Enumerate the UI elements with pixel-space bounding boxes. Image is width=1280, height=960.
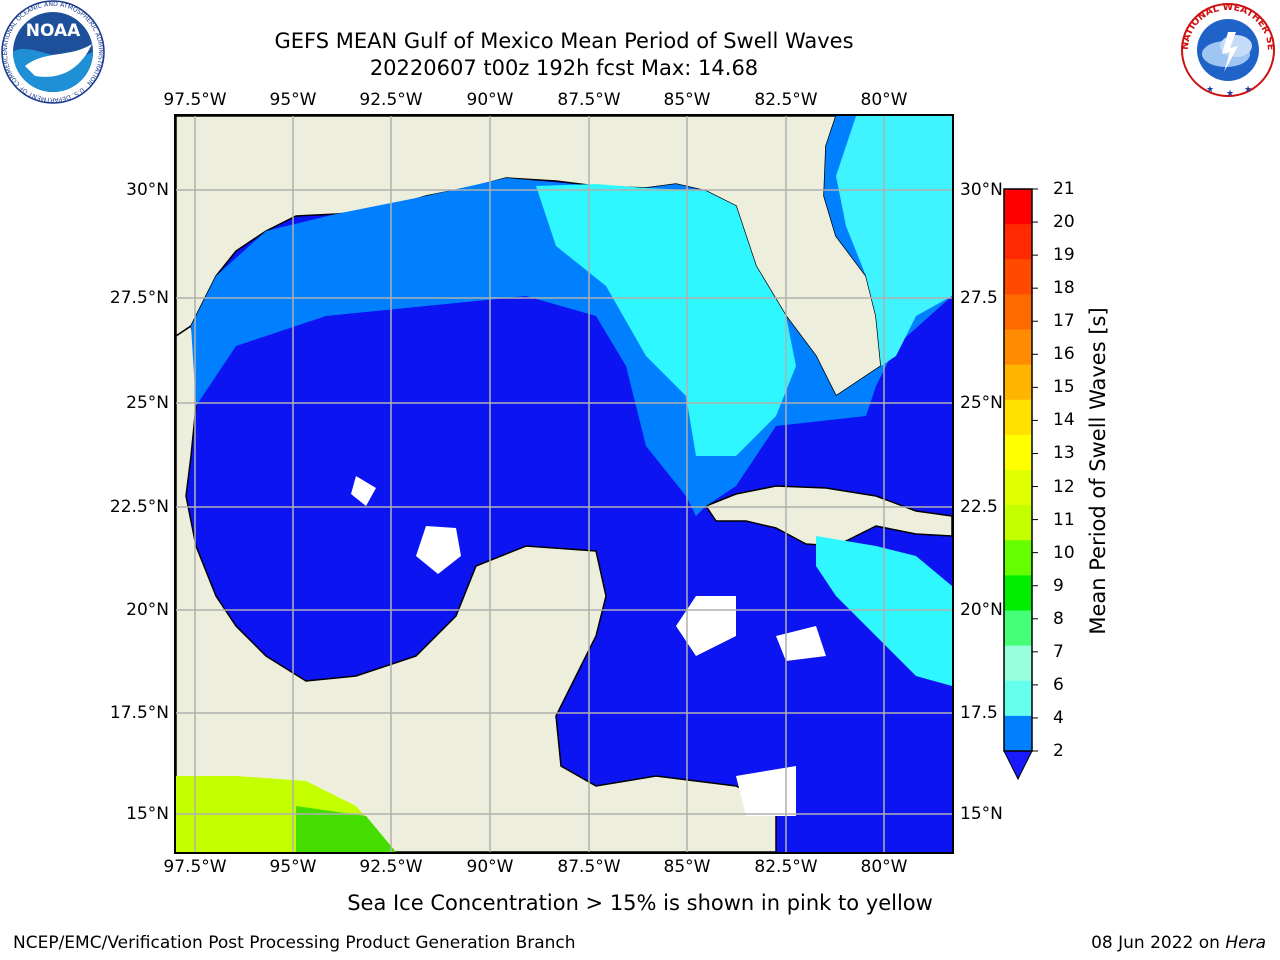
right-lat-label: 20°N bbox=[960, 600, 1003, 620]
bottom-lon-label: 82.5°W bbox=[754, 857, 818, 877]
svg-text:NOAA: NOAA bbox=[26, 21, 81, 41]
top-lon-label: 95°W bbox=[269, 90, 317, 110]
graticule bbox=[176, 116, 952, 852]
colorbar-tick-label: 7 bbox=[1053, 641, 1064, 662]
land-cuba bbox=[704, 485, 952, 547]
colorbar-segment bbox=[1004, 399, 1032, 436]
colorbar-title: Mean Period of Swell Waves [s] bbox=[1086, 307, 1110, 635]
top-lon-label: 85°W bbox=[663, 90, 711, 110]
top-lon-label: 97.5°W bbox=[163, 90, 227, 110]
plot-title: GEFS MEAN Gulf of Mexico Mean Period of … bbox=[274, 29, 854, 53]
plot-subtitle: 20220607 t00z 192h fcst Max: 14.68 bbox=[369, 56, 759, 80]
right-lat-label: 25°N bbox=[960, 393, 1003, 413]
colorbar-segment bbox=[1004, 680, 1032, 717]
colorbar-tick-label: 10 bbox=[1053, 542, 1075, 563]
colorbar-segment bbox=[1004, 610, 1032, 647]
bottom-lon-label: 95°W bbox=[269, 857, 317, 877]
bottom-lon-label: 92.5°W bbox=[359, 857, 423, 877]
colorbar-tick-label: 6 bbox=[1053, 674, 1064, 695]
colorbar-tick-label: 17 bbox=[1053, 311, 1075, 332]
footer-date-text: 08 Jun 2022 on bbox=[1091, 933, 1226, 953]
footer-date: 08 Jun 2022 on Hera bbox=[1091, 933, 1266, 953]
colorbar-segment bbox=[1004, 329, 1032, 366]
colorbar-extend-arrow bbox=[1003, 750, 1033, 781]
left-lat-label: 22.5°N bbox=[109, 497, 169, 517]
bottom-lon-label: 90°W bbox=[466, 857, 514, 877]
left-lat-label: 30°N bbox=[126, 180, 169, 200]
left-lat-label: 27.5°N bbox=[109, 288, 169, 308]
colorbar-tick-label: 13 bbox=[1053, 443, 1075, 464]
bottom-lon-label: 85°W bbox=[663, 857, 711, 877]
top-lon-label: 92.5°W bbox=[359, 90, 423, 110]
svg-text:★: ★ bbox=[1206, 85, 1214, 95]
colorbar-tick-label: 11 bbox=[1053, 509, 1075, 530]
right-lat-label: 27.5 bbox=[960, 288, 998, 308]
bottom-lon-label: 80°W bbox=[860, 857, 908, 877]
top-lon-label: 90°W bbox=[466, 90, 514, 110]
swell-field-cyan-east bbox=[836, 116, 952, 366]
colorbar-tick-label: 21 bbox=[1053, 179, 1075, 199]
footer-credit: NCEP/EMC/Verification Post Processing Pr… bbox=[13, 933, 576, 953]
missing-data-patch bbox=[416, 526, 461, 574]
bottom-lon-label: 97.5°W bbox=[163, 857, 227, 877]
nws-logo: NATIONAL WEATHER SERVICE ★ ★ ★ bbox=[1178, 2, 1276, 98]
sea-ice-note: Sea Ice Concentration > 15% is shown in … bbox=[347, 891, 933, 915]
colorbar-segment bbox=[1004, 470, 1032, 506]
missing-data-patch bbox=[736, 766, 796, 816]
colorbar-segment bbox=[1004, 189, 1032, 225]
ice-green-dark bbox=[296, 806, 396, 852]
left-lat-label: 20°N bbox=[126, 600, 169, 620]
right-lat-label: 17.5 bbox=[960, 703, 998, 723]
colorbar-segment bbox=[1004, 364, 1032, 401]
bottom-lon-label: 87.5°W bbox=[557, 857, 621, 877]
colorbar-tick-label: 12 bbox=[1053, 476, 1075, 497]
left-lat-label: 15°N bbox=[126, 804, 169, 824]
colorbar-segment bbox=[1004, 434, 1032, 471]
colorbar-tick-label: 4 bbox=[1053, 707, 1064, 728]
right-lat-label: 30°N bbox=[960, 180, 1003, 200]
colorbar-segment bbox=[1004, 259, 1032, 295]
colorbar-segment bbox=[1004, 505, 1032, 541]
colorbar-tick-label: 20 bbox=[1053, 212, 1075, 233]
footer-machine: Hera bbox=[1225, 933, 1266, 953]
top-lon-label: 87.5°W bbox=[557, 90, 621, 110]
colorbar bbox=[1003, 188, 1038, 781]
swell-field-cyan bbox=[536, 184, 796, 456]
colorbar-segment bbox=[1004, 715, 1032, 752]
land-mexico bbox=[176, 324, 777, 852]
colorbar-segment bbox=[1004, 645, 1032, 682]
colorbar-segment bbox=[1004, 575, 1032, 611]
colorbar-tick-label: 19 bbox=[1053, 245, 1075, 266]
colorbar-segment bbox=[1004, 540, 1032, 576]
colorbar-tick-label: 8 bbox=[1053, 608, 1064, 629]
colorbar-tick-label: 2 bbox=[1053, 741, 1064, 761]
colorbar-tick-label: 15 bbox=[1053, 377, 1075, 398]
noaa-logo: NATIONAL OCEANIC AND ATMOSPHERIC ADMINIS… bbox=[1, 0, 105, 104]
map-panel bbox=[174, 114, 954, 854]
svg-text:★: ★ bbox=[1244, 85, 1252, 95]
svg-text:★: ★ bbox=[1226, 89, 1234, 98]
missing-data-patch bbox=[676, 596, 736, 656]
colorbar-tick-label: 9 bbox=[1053, 575, 1064, 596]
left-lat-label: 17.5°N bbox=[109, 703, 169, 723]
right-lat-label: 15°N bbox=[960, 804, 1003, 824]
colorbar-tick-label: 16 bbox=[1053, 344, 1075, 365]
colorbar-tick-label: 14 bbox=[1053, 410, 1075, 431]
colorbar-segment bbox=[1004, 224, 1032, 260]
colorbar-tick-label: 18 bbox=[1053, 278, 1075, 299]
top-lon-label: 80°W bbox=[860, 90, 908, 110]
missing-data-patch bbox=[351, 476, 376, 506]
top-lon-label: 82.5°W bbox=[754, 90, 818, 110]
right-lat-label: 22.5 bbox=[960, 497, 998, 517]
missing-data-patch bbox=[776, 626, 826, 661]
colorbar-segment bbox=[1004, 294, 1032, 330]
left-lat-label: 25°N bbox=[126, 393, 169, 413]
